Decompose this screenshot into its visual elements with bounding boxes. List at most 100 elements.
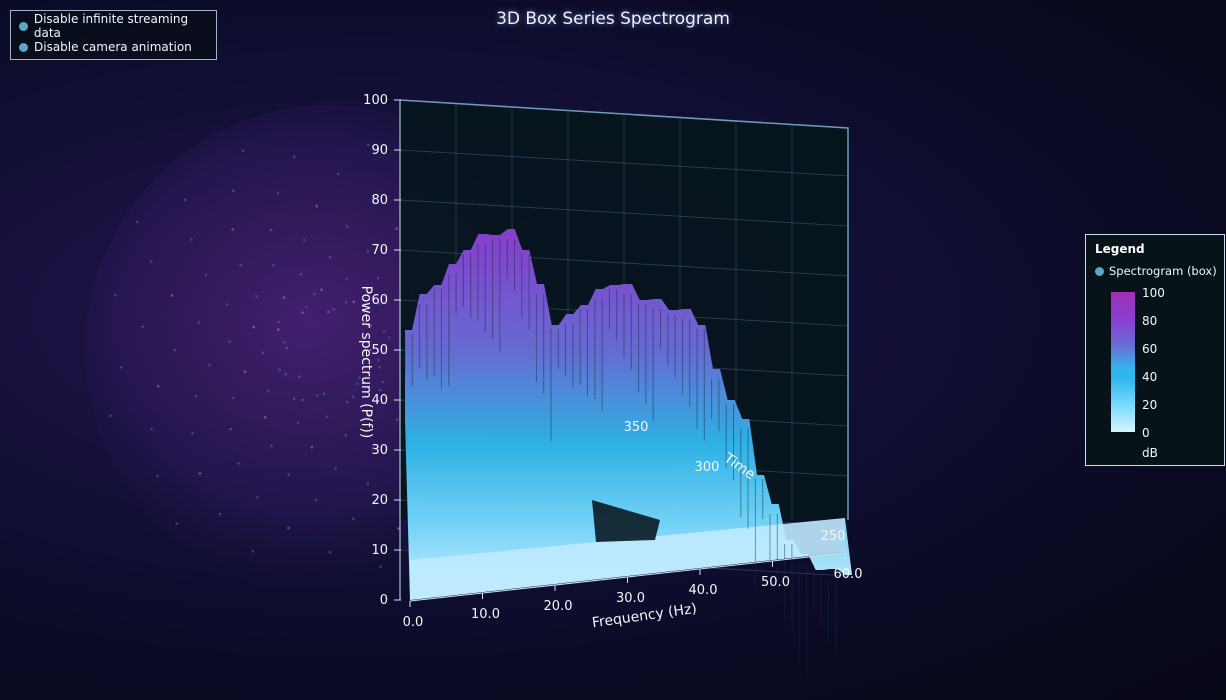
globe-dot (175, 522, 179, 525)
grid-line (399, 199, 849, 227)
globe-dot (299, 273, 303, 276)
y-tick-label: 30 (371, 443, 388, 458)
globe-dot (277, 320, 281, 324)
globe-dot (113, 294, 117, 297)
y-axis-title: Power spectrum (P(f)) (358, 286, 374, 439)
globe-dot (228, 340, 231, 344)
legend-tick: 80 (1142, 314, 1158, 328)
globe-dot (198, 472, 202, 475)
x-tick-label: 60.0 (834, 567, 863, 582)
controls-panel: Disable infinite streaming data Disable … (10, 10, 217, 60)
x-tick-label: 10.0 (471, 607, 500, 622)
globe-dot (345, 277, 348, 281)
x-tick-label: 50.0 (761, 575, 790, 590)
globe-dot (239, 263, 242, 267)
globe-dot (276, 192, 280, 195)
globe-dot (395, 418, 399, 421)
globe-dot (190, 238, 193, 241)
globe-dot (277, 328, 280, 331)
y-tick-label: 90 (371, 143, 388, 158)
globe-dot (301, 398, 305, 402)
globe-dot (328, 550, 332, 554)
globe-dot (243, 370, 247, 373)
y-tick-label: 20 (371, 493, 388, 508)
globe-dot (283, 341, 286, 344)
spectrogram-surface-shape (405, 229, 852, 600)
globe-dot (315, 394, 319, 397)
globe-dot (218, 512, 222, 516)
globe-dot (368, 348, 372, 352)
y-tick-label: 10 (371, 543, 388, 558)
globe-dot (381, 380, 384, 384)
globe-dot (352, 517, 355, 521)
globe-dot (173, 348, 177, 352)
disable-camera-animation-toggle[interactable]: Disable camera animation (19, 39, 192, 55)
globe-dot (395, 227, 398, 230)
globe-dot (305, 305, 308, 309)
legend-entry-label: Spectrogram (box) (1109, 264, 1217, 278)
globe-dot (366, 482, 370, 485)
spectral-dip (592, 500, 660, 542)
globe-dot (298, 375, 301, 379)
globe-dot (397, 527, 400, 530)
globe-dot (334, 467, 337, 470)
legend-entry[interactable]: Spectrogram (box) (1095, 264, 1217, 278)
floor-plane (410, 518, 845, 600)
globe-dot (351, 395, 355, 399)
globe-dot (366, 143, 370, 147)
toggle-label: Disable infinite streaming data (33, 12, 189, 40)
globe-dot (336, 172, 340, 176)
globe-dot (379, 565, 382, 568)
globe-dot (150, 427, 153, 431)
globe-dot (379, 388, 382, 392)
globe-dot (327, 310, 330, 314)
globe-dot (136, 220, 139, 224)
globe-dot (237, 462, 240, 465)
globe-dot (296, 421, 300, 425)
globe-dot (320, 288, 323, 292)
legend-tick: 20 (1142, 398, 1158, 412)
globe-dot (149, 260, 153, 263)
y-tick-label: 70 (371, 243, 388, 258)
globe-dot (313, 292, 316, 296)
globe-dot (377, 302, 380, 306)
globe-dot (229, 427, 232, 431)
globe-dot (225, 303, 229, 306)
globe-dot (261, 351, 265, 355)
globe-dot (358, 376, 361, 380)
globe-dot (378, 365, 381, 369)
z-tick-label: 350 (624, 420, 649, 435)
globe-dot (369, 324, 372, 327)
globe-dot (267, 389, 270, 393)
globe-dot (371, 197, 375, 201)
globe-dot (382, 330, 386, 333)
globe-dot (119, 366, 123, 369)
globe-dot (310, 446, 314, 449)
legend-tick: 60 (1142, 342, 1158, 356)
globe-dot (256, 496, 259, 499)
y-axis: 0 10 20 30 40 50 60 70 80 90 100 (363, 93, 401, 608)
globe-dot (156, 384, 160, 388)
globe-dot (194, 395, 198, 398)
globe-dot (170, 294, 174, 297)
x-tick-label: 20.0 (544, 599, 573, 614)
grid-line (399, 149, 849, 177)
toggle-label: Disable camera animation (34, 40, 192, 54)
globe-dot (263, 415, 267, 419)
y-tick-label: 0 (380, 593, 388, 608)
toggle-dot-icon (19, 42, 28, 52)
globe-dot (231, 228, 234, 231)
globe-dot (303, 238, 306, 242)
globe-dot (255, 295, 258, 298)
disable-streaming-toggle[interactable]: Disable infinite streaming data (19, 12, 216, 40)
globe-dot (252, 325, 255, 329)
globe-dot (287, 473, 290, 477)
globe-dot (314, 498, 318, 502)
globe-dot (388, 336, 391, 339)
globe-dot (109, 414, 112, 418)
legend-color-bar (1111, 292, 1135, 432)
globe-dot (366, 250, 370, 253)
globe-dot (315, 204, 319, 208)
globe-dot (292, 397, 296, 400)
globe-dot (325, 415, 329, 419)
